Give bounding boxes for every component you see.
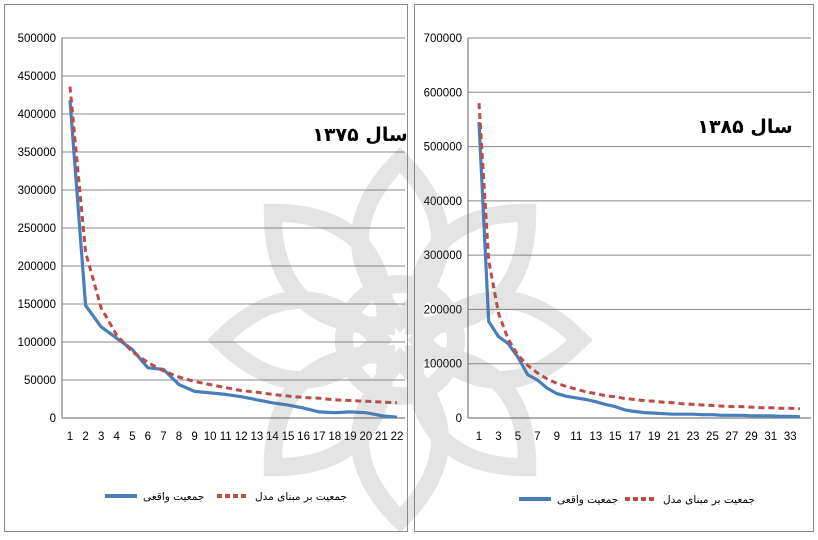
- x-tick-label: 14: [266, 431, 279, 443]
- y-tick-label: 300000: [424, 250, 462, 262]
- legend: جمعیت واقعی جمعیت بر مبنای مدل: [519, 494, 755, 506]
- y-tick-label: 700000: [424, 33, 462, 45]
- y-tick-label: 250000: [18, 223, 56, 235]
- line-chart-1375: 0500001000001500002000002500003000003500…: [18, 33, 408, 503]
- x-tick-label: 13: [589, 431, 602, 443]
- y-tick-label: 200000: [424, 304, 462, 316]
- y-tick-label: 150000: [18, 299, 56, 311]
- chart-1-plot: 0 100000 200000 300000 400000 500000 600000 700…: [424, 33, 811, 506]
- x-tick-label: 7: [160, 431, 166, 443]
- y-tick-label: 400000: [424, 196, 462, 208]
- x-tick-label: 1: [67, 431, 73, 443]
- y-tick-label: 50000: [24, 375, 56, 387]
- x-tick-label: 10: [204, 431, 217, 443]
- x-tick-label: 4: [114, 431, 121, 443]
- x-tick-label: 19: [648, 431, 661, 443]
- x-tick-label: 20: [359, 431, 372, 443]
- series-line-actual: [68, 100, 398, 419]
- legend: جمعیت واقعی جمعیت بر مبنای مدل: [105, 491, 347, 503]
- x-tick-label: 31: [764, 431, 777, 443]
- y-tick-label: 300000: [18, 185, 56, 197]
- y-tick-label: 350000: [18, 147, 56, 159]
- x-tick-label: 17: [628, 431, 641, 443]
- x-tick-label: 5: [515, 431, 521, 443]
- x-tick-label: 22: [391, 431, 404, 443]
- x-tick-label: 11: [220, 431, 232, 443]
- x-tick-label: 21: [667, 431, 680, 443]
- legend-label-model: جمعیت بر مبنای مدل: [255, 491, 347, 503]
- x-tick-label: 9: [554, 431, 560, 443]
- x-tick-label: 7: [534, 431, 540, 443]
- y-tick-label: 0: [456, 413, 462, 425]
- x-tick-label: 3: [98, 431, 104, 443]
- x-tick-label: 9: [191, 431, 197, 443]
- y-tick-label: 100000: [424, 359, 462, 371]
- x-tick-label: 18: [328, 431, 341, 443]
- x-tick-label: 25: [706, 431, 719, 443]
- x-tick-label: 2: [82, 431, 88, 443]
- legend-label-actual: جمعیت واقعی: [143, 491, 204, 503]
- series-line-actual: [477, 122, 801, 419]
- x-tick-label: 19: [344, 431, 357, 443]
- y-tick-label: 200000: [18, 261, 56, 273]
- y-tick-label: 450000: [18, 71, 56, 83]
- chart-0-plot: 0500001000001500002000002500003000003500…: [18, 33, 408, 503]
- x-tick-label: 1: [476, 431, 482, 443]
- x-tick-label: 27: [726, 431, 739, 443]
- y-tick-label: 0: [50, 413, 56, 425]
- x-tick-label: 29: [745, 431, 758, 443]
- x-tick-label: 15: [609, 431, 622, 443]
- legend-label-model: جمعیت بر مبنای مدل: [663, 494, 755, 506]
- x-tick-label: 6: [145, 431, 151, 443]
- chart-title: سال ۱۳۸۵: [697, 116, 792, 138]
- chart-panel-1385: 0 100000 200000 300000 400000 500000 600000 700…: [414, 4, 814, 532]
- y-tick-label: 600000: [424, 87, 462, 99]
- x-tick-label: 16: [297, 431, 310, 443]
- x-tick-label: 17: [313, 431, 326, 443]
- y-tick-label: 500000: [424, 142, 462, 154]
- y-tick-label: 100000: [18, 337, 56, 349]
- x-tick-label: 15: [282, 431, 295, 443]
- x-tick-label: 5: [129, 431, 135, 443]
- x-tick-label: 8: [176, 431, 182, 443]
- chart-panel-1375: 0 50000 100000 150000 200000 250000 300000 3500…: [4, 4, 408, 532]
- x-tick-label: 3: [495, 431, 501, 443]
- chart-title: سال ۱۳۷۵: [312, 124, 407, 146]
- x-tick-label: 21: [375, 431, 388, 443]
- series-line-model: [477, 103, 801, 411]
- x-tick-label: 33: [784, 431, 797, 443]
- y-tick-label: 500000: [18, 33, 56, 45]
- x-tick-label: 23: [687, 431, 700, 443]
- line-chart-1385: 0 100000 200000 300000 400000 500000 600000 700…: [424, 33, 811, 506]
- x-tick-label: 12: [235, 431, 248, 443]
- y-tick-label: 400000: [18, 109, 56, 121]
- x-tick-label: 11: [570, 431, 582, 443]
- x-tick-label: 13: [250, 431, 263, 443]
- legend-label-actual: جمعیت واقعی: [557, 494, 618, 506]
